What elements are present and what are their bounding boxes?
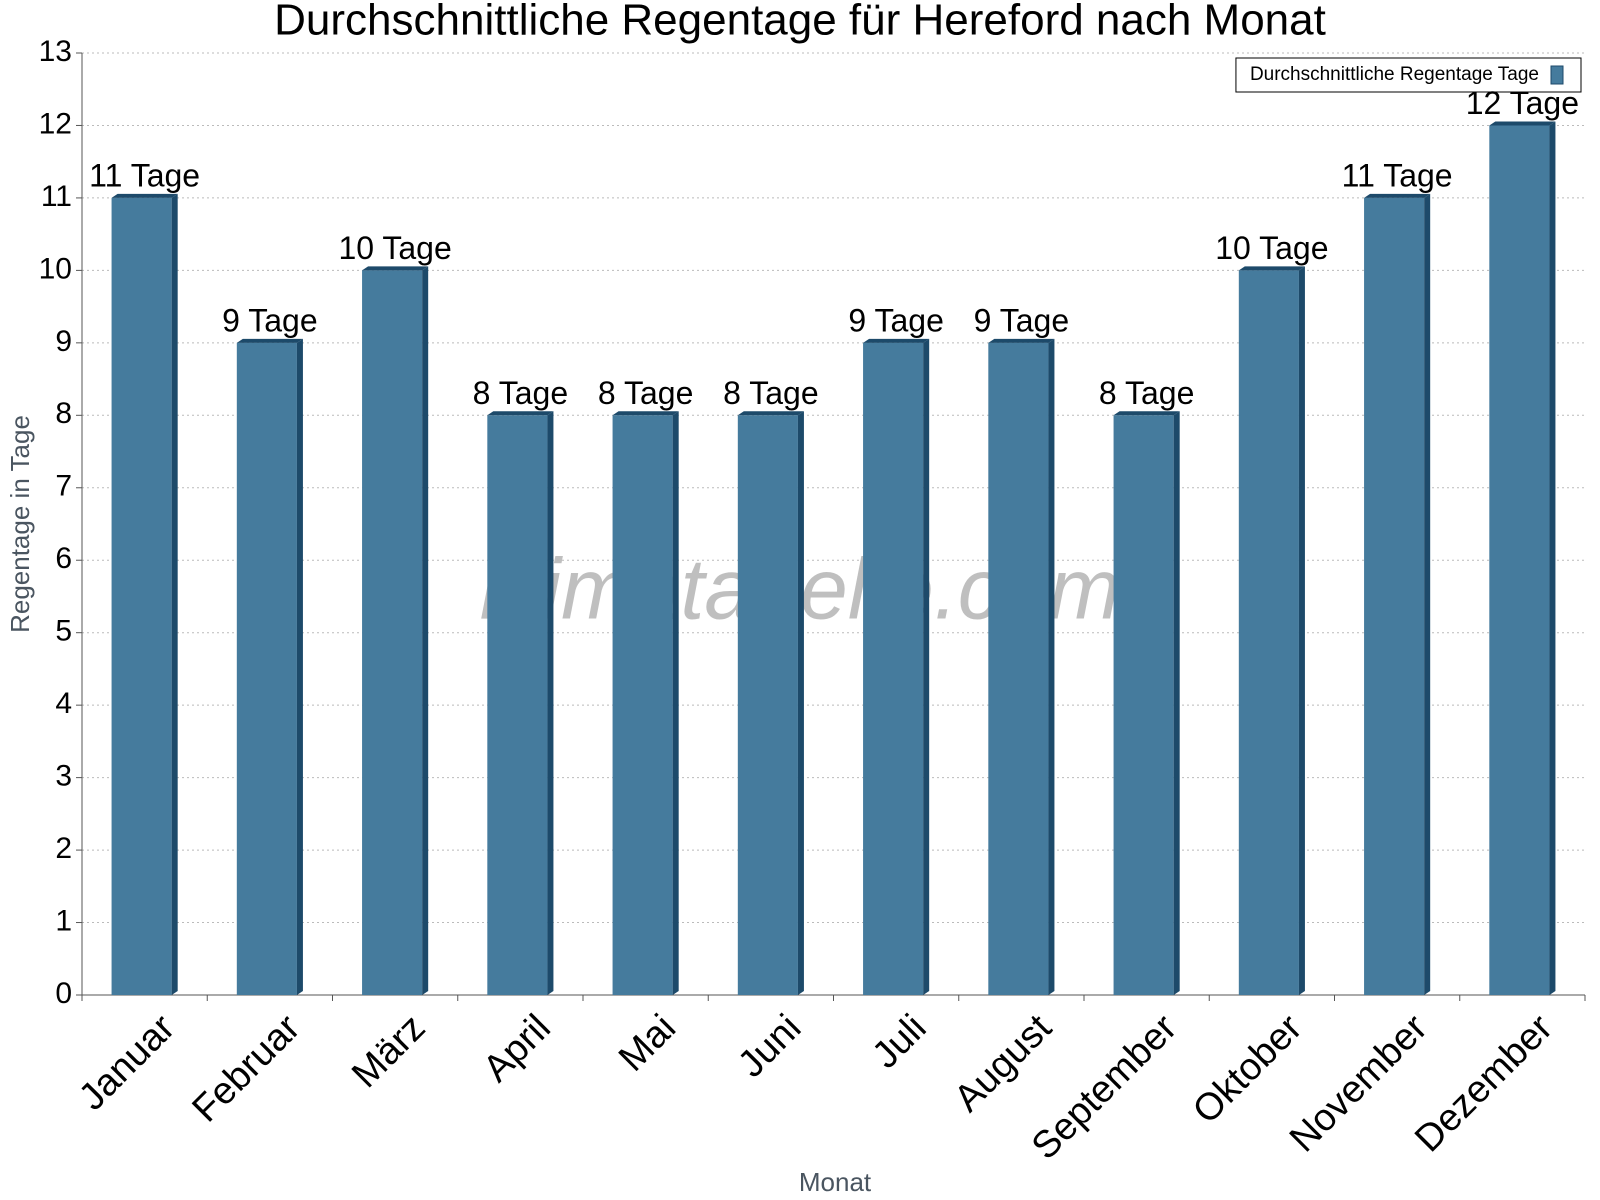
x-tick-label: März: [344, 1007, 433, 1096]
bar-top: [1489, 121, 1556, 126]
bar-top: [1364, 193, 1431, 198]
y-tick-label: 1: [55, 904, 72, 937]
y-tick-label: 5: [55, 615, 72, 648]
bar: [1113, 415, 1174, 995]
value-label: 8 Tage: [598, 375, 694, 411]
bar-top: [1113, 411, 1180, 416]
x-tick-label: April: [475, 1007, 558, 1090]
bar-top: [487, 411, 554, 416]
y-tick-label: 3: [55, 760, 72, 793]
bar: [236, 342, 297, 995]
y-tick-label: 6: [55, 542, 72, 575]
x-tick-label: Juni: [730, 1007, 809, 1086]
bar: [612, 415, 673, 995]
x-tick-label: Januar: [71, 1007, 183, 1119]
x-tick-label: Februar: [185, 1007, 309, 1131]
bar: [487, 415, 548, 995]
y-tick-label: 7: [55, 470, 72, 503]
bar-top: [988, 338, 1055, 343]
bar-side: [422, 266, 429, 995]
value-label: 9 Tage: [848, 302, 944, 338]
value-label: 9 Tage: [222, 302, 318, 338]
bar-side: [923, 338, 930, 995]
x-tick-label: August: [946, 1006, 1060, 1120]
bar-top: [236, 338, 303, 343]
bar-side: [672, 411, 679, 995]
bar-side: [1298, 266, 1305, 995]
bar: [1238, 270, 1299, 995]
bar-top: [612, 411, 679, 416]
value-label: 10 Tage: [338, 230, 451, 266]
chart-title: Durchschnittliche Regentage für Hereford…: [274, 0, 1326, 45]
value-label: 8 Tage: [723, 375, 819, 411]
y-tick-label: 2: [55, 832, 72, 865]
bar: [737, 415, 798, 995]
value-label: 8 Tage: [1099, 375, 1195, 411]
value-label: 11 Tage: [1342, 157, 1453, 193]
bar-top: [362, 266, 429, 271]
y-tick-label: 8: [55, 397, 72, 430]
bar: [111, 197, 172, 995]
x-tick-label: Mai: [611, 1007, 684, 1080]
bar-side: [547, 411, 554, 995]
x-tick-label: Juli: [865, 1007, 935, 1077]
y-axis-label: Regentage in Tage: [5, 415, 35, 633]
legend-box: [1235, 57, 1582, 93]
y-tick-label: 10: [39, 252, 72, 285]
x-tick-label: Oktober: [1185, 1007, 1311, 1133]
x-axis-label: Monat: [799, 1167, 872, 1197]
bar-side: [1549, 121, 1556, 995]
y-tick-label: 12: [39, 107, 72, 140]
bar-top: [1238, 266, 1305, 271]
bar-side: [1424, 193, 1431, 995]
x-tick-label: Dezember: [1407, 1007, 1561, 1161]
bar-top: [111, 193, 178, 198]
bar-side: [1173, 411, 1180, 995]
y-tick-label: 13: [39, 35, 72, 68]
bar: [1489, 125, 1550, 995]
bar-top: [737, 411, 804, 416]
bar: [988, 342, 1049, 995]
bar-top: [863, 338, 930, 343]
value-label: 12 Tage: [1466, 85, 1579, 121]
value-label: 10 Tage: [1215, 230, 1328, 266]
bar: [362, 270, 423, 995]
value-label: 11 Tage: [89, 157, 200, 193]
bar: [1364, 197, 1425, 995]
y-tick-label: 11: [41, 180, 72, 213]
bar: [863, 342, 924, 995]
y-tick-label: 0: [55, 977, 72, 1010]
legend-swatch: [1550, 65, 1564, 85]
y-tick-label: 4: [55, 687, 72, 720]
value-label: 8 Tage: [473, 375, 569, 411]
bar-side: [296, 338, 303, 995]
bar-side: [171, 193, 178, 995]
value-label: 9 Tage: [974, 302, 1070, 338]
bar-side: [1048, 338, 1055, 995]
y-tick-label: 9: [55, 325, 72, 358]
legend: Durchschnittliche Regentage Tage: [1235, 57, 1582, 93]
legend-label: Durchschnittliche Regentage Tage: [1250, 64, 1539, 85]
bar-side: [797, 411, 804, 995]
